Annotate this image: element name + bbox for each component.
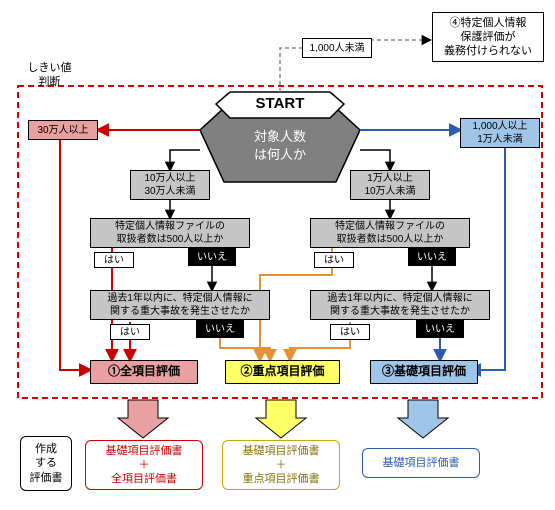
eval3: ③基礎項目評価 [370,360,478,384]
yes-r2: はい [330,324,370,340]
r10k-100k: 1万人以上 10万人未満 [350,170,430,200]
threshold-label: しきい値 判断 [22,60,77,90]
yes-l1: はい [94,252,134,268]
no-r1: いいえ [408,248,456,266]
eval2: ②重点項目評価 [225,360,340,384]
target-label: 対象人数 は何人か [220,128,340,164]
out2: 基礎項目評価書 ＋ 重点項目評価書 [222,440,340,490]
q-handlers-left: 特定個人情報ファイルの 取扱者数は500人以上か [90,218,250,248]
q-incident-right: 過去1年以内に、特定個人情報に 関する重大事故を発生させたか [310,290,490,320]
no-l1: いいえ [188,248,236,266]
ge300k: 30万人以上 [28,120,98,140]
output-label: 作成 する 評価書 [20,436,72,491]
eval1: ①全項目評価 [90,360,198,384]
out3: 基礎項目評価書 [362,448,480,478]
r100k-300k: 10万人以上 30万人未満 [130,170,210,200]
q-handlers-right: 特定個人情報ファイルの 取扱者数は500人以上か [310,218,470,248]
yes-r1: はい [314,252,354,268]
yes-l2: はい [110,324,150,340]
no-r2: いいえ [416,320,464,338]
start-label: START [230,95,330,112]
out1: 基礎項目評価書 ＋ 全項目評価書 [85,440,203,490]
note4-box: ④特定個人情報 保護評価が 義務付けられない [432,12,544,62]
r1k-10k: 1,000人以上 1万人未満 [460,118,540,148]
lt1000-box: 1,000人未満 [302,38,372,58]
q-incident-left: 過去1年以内に、特定個人情報に 関する重大事故を発生させたか [90,290,270,320]
no-l2: いいえ [196,320,244,338]
